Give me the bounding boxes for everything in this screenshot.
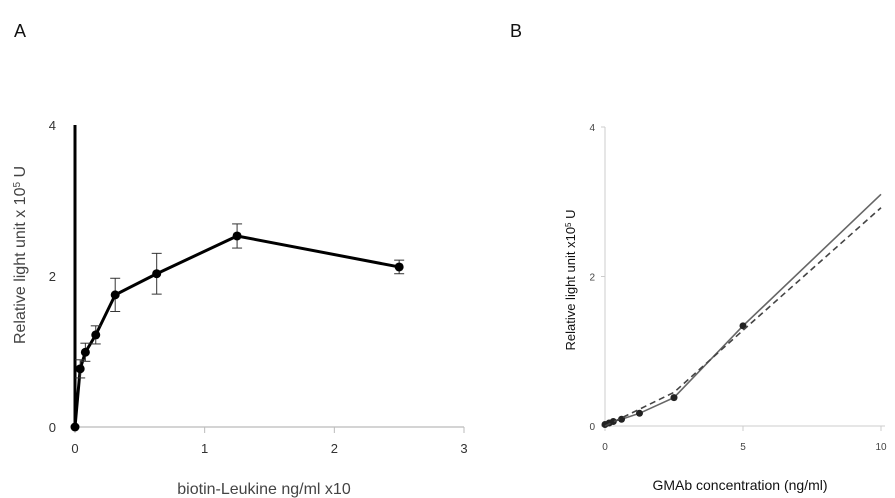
- panel-b-data-point: [670, 394, 678, 402]
- panel-b-y-tick-label: 2: [589, 273, 595, 284]
- panel-b-x-axis-label: GMAb concentration (ng/ml): [652, 477, 827, 493]
- panel-a-data-point: [75, 364, 85, 374]
- panel-a-axes: 0 1 2 3 0 2 4: [49, 118, 468, 456]
- panel-b-label: B: [510, 21, 522, 41]
- panel-a-label: A: [14, 21, 26, 41]
- panel-a-x-tick-label: 3: [460, 441, 467, 456]
- panel-b-y-tick-label: 4: [589, 123, 595, 134]
- panel-a-series-line: [73, 234, 400, 428]
- panel-a-x-tick-label: 1: [201, 441, 208, 456]
- panel-a-x-tick-label: 0: [71, 441, 78, 456]
- panel-a-x-tick-label: 2: [331, 441, 338, 456]
- panel-b-solid-series-line: [604, 193, 882, 426]
- panel-a-data-point: [70, 422, 80, 432]
- panel-a-y-axis-label: Relative light unit x 105 U: [12, 166, 30, 344]
- panel-a-data-point: [394, 262, 404, 272]
- panel-a-x-axis-label: biotin-Leukine ng/ml x10: [177, 481, 351, 498]
- panel-b-x-tick-label: 10: [875, 442, 887, 453]
- panel-a-data-point: [152, 269, 162, 279]
- panel-b-dashed-series-line: [604, 207, 882, 427]
- panel-b-x-tick-label: 0: [602, 442, 608, 453]
- panel-a-y-tick-label: 0: [49, 420, 56, 435]
- panel-b: B Relative light unit x105 U GMAb concen…: [510, 21, 887, 493]
- panel-a: A Relative light unit x 105 U biotin-Leu…: [12, 21, 468, 498]
- panel-a-data-point: [80, 347, 90, 357]
- panel-b-data-point: [609, 418, 617, 426]
- panel-a-data-point: [232, 231, 242, 241]
- panel-a-marks: [70, 223, 405, 432]
- panel-a-data-point: [110, 290, 120, 300]
- panel-b-axes: 0 5 10 0 2 4: [589, 123, 887, 453]
- panel-b-data-point: [636, 409, 643, 417]
- panel-a-y-tick-label: 4: [49, 118, 56, 133]
- panel-b-marks: [601, 193, 882, 429]
- panel-b-y-tick-label: 0: [589, 422, 595, 433]
- panel-b-data-point: [739, 322, 747, 330]
- panel-b-x-tick-label: 5: [740, 442, 746, 453]
- panel-a-y-tick-label: 2: [49, 269, 56, 284]
- panel-a-data-point: [91, 330, 101, 340]
- panel-b-y-axis-label: Relative light unit x105 U: [563, 209, 578, 350]
